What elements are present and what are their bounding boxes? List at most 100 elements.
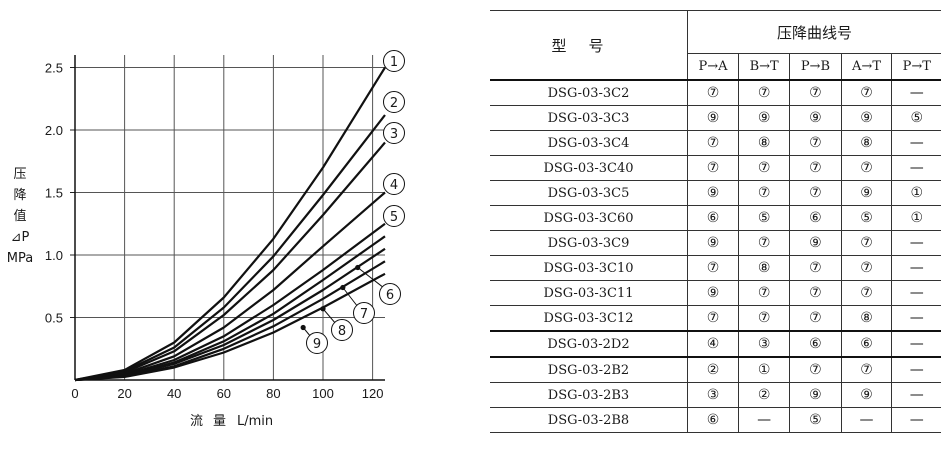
curve-number-cell: ③ bbox=[738, 330, 791, 358]
curve-number-cell: ⑦ bbox=[789, 305, 842, 332]
chart-curves bbox=[74, 66, 386, 382]
table-row: DSG-03-3C3 ⑨ ⑨ ⑨ ⑨ ⑤ bbox=[490, 105, 941, 131]
curve-number-cell: ⑦ bbox=[686, 130, 740, 156]
curve-number-cell: ⑦ bbox=[686, 155, 740, 181]
curve-number-cell: — bbox=[891, 356, 941, 383]
curve-number-cell: ⑦ bbox=[789, 356, 842, 383]
curve-number-cell: ⑦ bbox=[840, 155, 893, 181]
curve-number-cell: ⑦ bbox=[789, 280, 842, 306]
curve-number-cell: ⑦ bbox=[738, 155, 791, 181]
curve-number-cell: ⑨ bbox=[686, 180, 740, 206]
curve-number-cell: ⑧ bbox=[738, 130, 791, 156]
curve-number-circle bbox=[353, 302, 375, 324]
curve-number-label: 5 bbox=[390, 210, 398, 225]
model-cell: DSG-03-3C9 bbox=[490, 230, 688, 256]
table-row: DSG-03-2B2 ② ① ⑦ ⑦ — bbox=[490, 356, 941, 383]
x-tick-label: 0 bbox=[71, 386, 78, 401]
model-cell: DSG-03-3C2 bbox=[490, 79, 688, 106]
y-axis-label-line: ⊿P bbox=[11, 230, 30, 245]
curve-number-cell: ⑨ bbox=[789, 230, 842, 256]
curve-number-cell: ⑨ bbox=[840, 382, 893, 408]
curve-2 bbox=[74, 114, 386, 382]
curve-number-cell: ⑦ bbox=[840, 255, 893, 281]
curve-number-cell: ⑥ bbox=[840, 330, 893, 358]
curve-4 bbox=[74, 191, 386, 382]
model-column-header: 型号 bbox=[490, 10, 688, 81]
curve-number-cell: ⑦ bbox=[840, 230, 893, 256]
curve-number-cell: ⑦ bbox=[789, 79, 842, 106]
curve-number-table: 型号 压降曲线号 P→A B→T P→B A→T P→T DSG-03-3C2 ⑦ ⑦ ⑦ ⑦ —… bbox=[490, 9, 941, 433]
curve-number-cell: ⑦ bbox=[686, 305, 740, 332]
x-tick-label: 40 bbox=[167, 386, 181, 401]
model-cell: DSG-03-3C12 bbox=[490, 305, 688, 332]
x-axis-label-cn: 流量 bbox=[190, 414, 236, 429]
chart-axes bbox=[74, 55, 385, 381]
model-cell: DSG-03-3C60 bbox=[490, 205, 688, 231]
direction-header: P→A bbox=[686, 53, 740, 81]
curve-number-cell: ⑦ bbox=[789, 255, 842, 281]
curve-number-label: 3 bbox=[390, 127, 398, 142]
curve-number-cell: ⑦ bbox=[738, 230, 791, 256]
curve-number-cell: ⑦ bbox=[738, 280, 791, 306]
x-tick-label: 120 bbox=[362, 386, 384, 401]
chart-grid bbox=[70, 55, 385, 380]
direction-header: P→B bbox=[789, 53, 842, 81]
curve-number-cell: — bbox=[891, 305, 941, 332]
table-row: DSG-03-3C11 ⑨ ⑦ ⑦ ⑦ — bbox=[490, 280, 941, 306]
curve-number-cell: ③ bbox=[686, 382, 740, 408]
y-axis-label-line: MPa bbox=[7, 251, 33, 266]
y-tick-label: 2.0 bbox=[45, 123, 63, 138]
leader-line-8 bbox=[322, 308, 337, 325]
curve-number-cell: ⑦ bbox=[789, 130, 842, 156]
y-tick-label: 1.0 bbox=[45, 248, 63, 263]
curve-number-cell: ② bbox=[686, 356, 740, 383]
x-tick-label: 20 bbox=[117, 386, 131, 401]
x-tick-label: 100 bbox=[312, 386, 334, 401]
curve-number-circle bbox=[383, 205, 405, 227]
curve-number-cell: ⑤ bbox=[738, 205, 791, 231]
model-cell: DSG-03-2B2 bbox=[490, 356, 688, 383]
curve-number-cell: ⑦ bbox=[840, 280, 893, 306]
curve-number-label: 1 bbox=[390, 55, 398, 70]
curve-number-cell: ⑨ bbox=[686, 105, 740, 131]
curve-number-circle bbox=[383, 50, 405, 72]
curve-number-cell: — bbox=[891, 155, 941, 181]
curve-number-label: 9 bbox=[313, 337, 321, 352]
curve-number-cell: ⑨ bbox=[686, 230, 740, 256]
curve-number-cell: ⑨ bbox=[789, 382, 842, 408]
table-row: DSG-03-3C60 ⑥ ⑤ ⑥ ⑤ ① bbox=[490, 205, 941, 231]
chart-tick-labels: 0 20 40 60 80 100 120 0.5 1.0 1.5 2.0 2.5 bbox=[45, 61, 384, 402]
table-row: DSG-03-2B8 ⑥ — ⑤ — — bbox=[490, 407, 941, 433]
curve-number-cell: ⑤ bbox=[789, 407, 842, 433]
leader-line-7 bbox=[342, 287, 359, 308]
curve-number-cell: ⑦ bbox=[738, 79, 791, 106]
model-cell: DSG-03-3C11 bbox=[490, 280, 688, 306]
chart-axis-titles: 压降值 ⊿P MPa 流量 L/min bbox=[7, 167, 273, 429]
curve-number-circle bbox=[383, 91, 405, 113]
curve-group-header: 压降曲线号 bbox=[687, 9, 941, 55]
table-row: DSG-03-3C12 ⑦ ⑦ ⑦ ⑧ — bbox=[490, 305, 941, 332]
direction-header: A→T bbox=[840, 53, 893, 81]
curve-number-cell: ⑧ bbox=[840, 130, 893, 156]
x-tick-label: 80 bbox=[266, 386, 280, 401]
model-curve-table: 型号 压降曲线号 P→A B→T P→B A→T P→T DSG-03-3C2 ⑦ ⑦ ⑦ ⑦ —… bbox=[490, 9, 941, 433]
curve-1 bbox=[74, 66, 386, 382]
model-cell: DSG-03-2B8 bbox=[490, 407, 688, 433]
curve-number-cell: — bbox=[738, 407, 791, 433]
table-row: DSG-03-2B3 ③ ② ⑨ ⑨ — bbox=[490, 382, 941, 408]
curve-number-cell: — bbox=[891, 130, 941, 156]
curve-number-cell: ⑦ bbox=[738, 180, 791, 206]
y-tick-label: 1.5 bbox=[45, 186, 63, 201]
curve-number-cell: ⑦ bbox=[840, 79, 893, 106]
curve-number-cell: — bbox=[891, 79, 941, 106]
curve-number-cell: ⑦ bbox=[789, 155, 842, 181]
y-axis-label-line: 值 bbox=[13, 208, 26, 224]
curve-number-cell: — bbox=[891, 330, 941, 358]
direction-header-row: P→A B→T P→B A→T P→T bbox=[490, 53, 941, 81]
y-tick-label: 0.5 bbox=[45, 311, 63, 326]
curve-number-cell: ⑥ bbox=[789, 330, 842, 358]
y-axis-label: 压降值 ⊿P MPa bbox=[7, 167, 33, 266]
curve-number-circle bbox=[306, 332, 328, 354]
model-cell: DSG-03-2B3 bbox=[490, 382, 688, 408]
table-body: DSG-03-3C2 ⑦ ⑦ ⑦ ⑦ — DSG-03-3C3 ⑨ ⑨ ⑨ ⑨ ⑤ DSG-03-3C4… bbox=[490, 79, 941, 433]
